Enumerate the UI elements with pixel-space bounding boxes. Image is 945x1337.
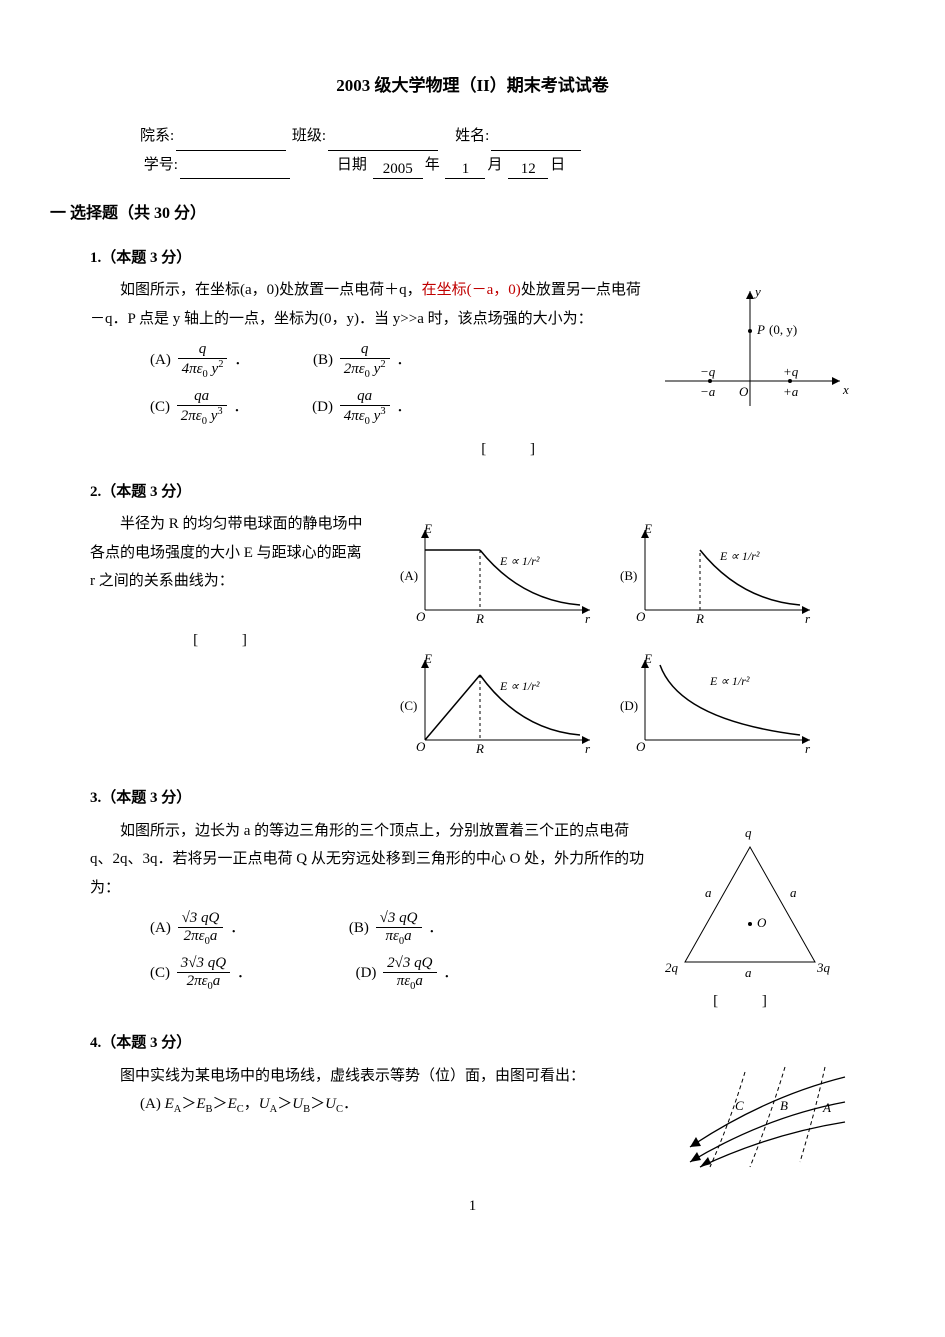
- q3-fig-2q: 2q: [665, 960, 679, 975]
- q2-figures: (A) E r R O E ∝ 1/r² (B) E r R O E ∝ 1/r…: [370, 510, 830, 770]
- q2-d-axis-e: E: [643, 651, 652, 666]
- q3-choice-c[interactable]: (C) 3√3 qQ2πε0a ．: [150, 955, 252, 992]
- q2-b-r: R: [695, 611, 704, 626]
- q3-figure: q 2q 3q a a a O [ ]: [645, 817, 855, 1016]
- year-suffix: 年: [425, 157, 440, 173]
- q2-a-curve: E ∝ 1/r²: [499, 554, 540, 568]
- q2-b-axis-e: E: [643, 521, 652, 536]
- q2-c-axis-r: r: [585, 741, 591, 756]
- q3-fig-a1: a: [705, 885, 712, 900]
- q3-choice-a[interactable]: (A) √3 qQ2πε0a ．: [150, 910, 245, 947]
- q1-fig-pq: +q: [783, 364, 799, 379]
- q4-fig-c: C: [735, 1098, 744, 1113]
- q2-b-o: O: [636, 609, 646, 624]
- q2-heading: 2.（本题 3 分）: [90, 478, 855, 507]
- q4-choice-a[interactable]: (A) EA＞EB＞EC，UA＞UB＞UC．: [110, 1090, 675, 1120]
- q1-choice-b[interactable]: (B) q2πε0 y2 ．: [313, 341, 411, 380]
- class-blank[interactable]: [328, 132, 438, 151]
- q2-a-axis-r: r: [585, 611, 591, 626]
- q3-heading: 3.（本题 3 分）: [90, 784, 855, 813]
- q2-d-curve: E ∝ 1/r²: [709, 674, 750, 688]
- class-label: 班级:: [292, 128, 326, 144]
- q1-choice-c[interactable]: (C) qa2πε0 y3 ．: [150, 388, 248, 427]
- q3-b-label: (B): [349, 920, 369, 936]
- q1-choices-row2: (C) qa2πε0 y3 ． (D) qa4πε0 y3 ．: [150, 388, 645, 427]
- q3-d-label: (D): [356, 965, 377, 981]
- q2-b-axis-r: r: [805, 611, 811, 626]
- q1-choice-a[interactable]: (A) q4πε0 y2 ．: [150, 341, 249, 380]
- q3-choice-b[interactable]: (B) √3 qQπε0a ．: [349, 910, 443, 947]
- name-blank[interactable]: [491, 132, 581, 151]
- q1-fig-ma: −a: [700, 384, 716, 399]
- q2-b-curve: E ∝ 1/r²: [719, 549, 760, 563]
- q2-fig-d-label: (D): [620, 698, 638, 713]
- q2-c-axis-e: E: [423, 651, 432, 666]
- q4-heading: 4.（本题 3 分）: [90, 1029, 855, 1058]
- year-value: 2005: [373, 160, 423, 179]
- q1-a-label: (A): [150, 352, 171, 368]
- q1-fig-p: P: [756, 322, 765, 337]
- q2-fig-a-label: (A): [400, 568, 418, 583]
- month-suffix: 月: [487, 157, 502, 173]
- q2-c-r: R: [475, 741, 484, 756]
- q2-d-o: O: [636, 739, 646, 754]
- q3-fig-o: O: [757, 915, 767, 930]
- exam-title: 2003 级大学物理（II）期末考试试卷: [90, 70, 855, 102]
- day-suffix: 日: [550, 157, 565, 173]
- q3-c-label: (C): [150, 965, 170, 981]
- q3-a-label: (A): [150, 920, 171, 936]
- q1-text: 如图所示，在坐标(a，0)处放置一点电荷＋q，在坐标(－a，0)处放置另一点电荷…: [90, 276, 645, 333]
- q1-choice-d[interactable]: (D) qa4πε0 y3 ．: [312, 388, 411, 427]
- name-label: 姓名:: [455, 128, 489, 144]
- q2-d-axis-r: r: [805, 741, 811, 756]
- q1-fig-pa: +a: [783, 384, 799, 399]
- q2-fig-c-label: (C): [400, 698, 417, 713]
- q2-fig-b-label: (B): [620, 568, 637, 583]
- month-value: 1: [445, 160, 485, 179]
- date-label: 日期: [337, 157, 367, 173]
- q1-fig-o: O: [739, 384, 749, 399]
- q2-text: 半径为 R 的均匀带电球面的静电场中各点的电场强度的大小 E 与距球心的距离 r…: [90, 510, 370, 596]
- q3-fig-a2: a: [790, 885, 797, 900]
- q1-figure: y x P (0, y) −q +q −a +a O: [645, 276, 855, 435]
- section-1-heading: 一 选择题（共 30 分）: [50, 199, 855, 229]
- q1-fig-mq: −q: [700, 364, 716, 379]
- q3-fig-3q: 3q: [816, 960, 831, 975]
- q4-figure: A B C: [675, 1062, 855, 1172]
- q3-choices-row2: (C) 3√3 qQ2πε0a ． (D) 2√3 qQπε0a ．: [150, 955, 645, 992]
- dept-label: 院系:: [140, 128, 174, 144]
- q3-fig-a3: a: [745, 965, 752, 980]
- q2-c-curve: E ∝ 1/r²: [499, 679, 540, 693]
- q2-a-o: O: [416, 609, 426, 624]
- q3-answer-bracket[interactable]: [ ]: [645, 987, 855, 1016]
- page-number: 1: [90, 1192, 855, 1221]
- q2-a-axis-e: E: [423, 521, 432, 536]
- exam-header-form: 院系: 班级: 姓名: 学号: 日期 2005年 1月 12日: [140, 122, 855, 179]
- dept-blank[interactable]: [176, 132, 286, 151]
- q1-d-label: (D): [312, 399, 333, 415]
- q4-text: 图中实线为某电场中的电场线，虚线表示等势（位）面，由图可看出：: [90, 1062, 675, 1091]
- q1-answer-bracket[interactable]: [ ]: [90, 435, 555, 464]
- q4-fig-b: B: [780, 1098, 788, 1113]
- q3-fig-q: q: [745, 825, 752, 840]
- q3-choices-row1: (A) √3 qQ2πε0a ． (B) √3 qQπε0a ．: [150, 910, 645, 947]
- q1-heading: 1.（本题 3 分）: [90, 244, 855, 273]
- id-label: 学号:: [144, 157, 178, 173]
- q1-text-red: 在坐标(－a，0): [422, 282, 521, 298]
- q1-b-label: (B): [313, 352, 333, 368]
- q2-answer-bracket[interactable]: [ ]: [90, 626, 370, 655]
- q3-choice-d[interactable]: (D) 2√3 qQπε0a ．: [356, 955, 459, 992]
- id-blank[interactable]: [180, 160, 290, 179]
- q2-a-r: R: [475, 611, 484, 626]
- q1-choices-row1: (A) q4πε0 y2 ． (B) q2πε0 y2 ．: [150, 341, 645, 380]
- q1-fig-y: y: [753, 284, 761, 299]
- q1-text-a: 如图所示，在坐标(a，0)处放置一点电荷＋q，: [120, 282, 422, 298]
- q2-c-o: O: [416, 739, 426, 754]
- q1-c-label: (C): [150, 399, 170, 415]
- q3-text: 如图所示，边长为 a 的等边三角形的三个顶点上，分别放置着三个正的点电荷 q、2…: [90, 817, 645, 903]
- q1-fig-p-coord: (0, y): [769, 322, 797, 337]
- q1-fig-x: x: [842, 382, 849, 397]
- day-value: 12: [508, 160, 548, 179]
- q4-fig-a: A: [822, 1100, 831, 1115]
